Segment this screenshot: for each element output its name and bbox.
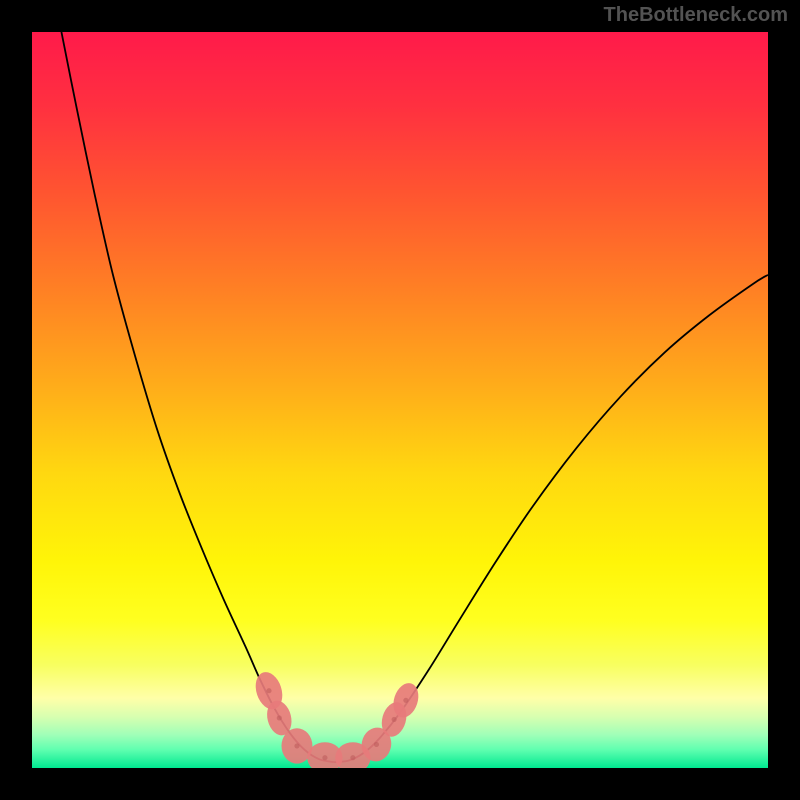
blob-marker-dot [350, 755, 355, 760]
watermark-text: TheBottleneck.com [604, 4, 788, 27]
blob-marker-dot [322, 755, 327, 760]
blob-marker-dot [374, 742, 379, 747]
blob-marker-dot [266, 688, 271, 693]
blob-marker-dot [392, 717, 397, 722]
chart-svg [32, 32, 768, 768]
curve-left [61, 32, 333, 762]
plot-area [32, 32, 768, 768]
blob-group [251, 669, 422, 768]
blob-marker-dot [277, 715, 282, 720]
blob-marker-dot [403, 698, 408, 703]
blob-marker-dot [294, 743, 299, 748]
